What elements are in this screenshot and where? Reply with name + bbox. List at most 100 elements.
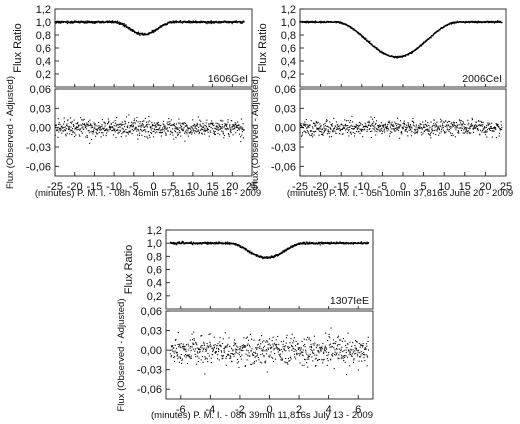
residual-point	[242, 346, 244, 348]
residual-point	[367, 124, 369, 127]
residual-point	[208, 346, 210, 348]
flux-point	[218, 22, 220, 24]
residual-point	[72, 131, 74, 133]
residual-point	[114, 128, 116, 130]
residual-point	[144, 136, 146, 138]
residual-point	[336, 348, 338, 350]
residual-point	[352, 351, 354, 353]
residual-point	[491, 130, 493, 132]
flux-point	[318, 242, 321, 244]
residual-point	[342, 351, 344, 353]
flux-point	[323, 20, 325, 23]
residual-point	[497, 124, 499, 126]
residual-point	[211, 354, 214, 356]
residual-point	[209, 130, 211, 132]
residual-point	[287, 363, 289, 365]
residual-point	[103, 128, 105, 130]
residual-point	[335, 341, 337, 343]
residual-point	[214, 351, 216, 353]
flux-point	[205, 242, 208, 244]
residual-point	[422, 124, 424, 126]
residual-point	[492, 130, 494, 132]
residual-point	[375, 128, 377, 130]
residual-point	[337, 124, 339, 126]
residual-point	[315, 130, 317, 133]
flux-point	[443, 26, 445, 28]
residual-point	[192, 119, 194, 121]
residual-point	[96, 133, 98, 135]
flux-point	[267, 256, 270, 258]
residual-point	[69, 130, 71, 132]
residual-point	[192, 342, 194, 344]
residual-point	[274, 344, 277, 346]
residual-point	[350, 348, 352, 350]
residual-point	[56, 129, 58, 131]
residual-point	[315, 347, 317, 349]
residual-point	[68, 127, 70, 129]
flux-point	[416, 47, 418, 49]
residual-point	[135, 120, 138, 122]
residual-point	[63, 123, 65, 125]
residual-point	[113, 125, 115, 127]
residual-point	[428, 128, 430, 130]
residual-point	[241, 354, 243, 356]
residual-point	[397, 117, 399, 119]
residual-point	[78, 134, 80, 136]
residual-point	[173, 123, 175, 125]
flux-point	[493, 21, 495, 23]
residual-point	[79, 129, 81, 131]
residual-point	[87, 125, 89, 127]
residual-point	[177, 344, 179, 346]
flux-point	[201, 243, 203, 245]
residual-point	[243, 344, 245, 346]
flux-point	[352, 243, 354, 245]
flux-point	[125, 24, 127, 26]
residual-point	[209, 341, 211, 343]
residual-point	[105, 129, 107, 131]
residual-point	[353, 135, 356, 137]
residual-point	[371, 130, 373, 132]
residual-point	[172, 134, 174, 136]
flux-point	[432, 34, 434, 36]
flux-point	[195, 22, 197, 24]
flux-point	[307, 242, 310, 244]
residual-point	[242, 346, 244, 348]
residual-point	[170, 124, 172, 127]
residual-point	[236, 345, 238, 347]
residual-point	[202, 350, 204, 352]
residual-point	[174, 127, 176, 129]
residual-point	[463, 132, 465, 134]
residual-point	[116, 129, 119, 131]
residual-point	[349, 126, 351, 128]
residual-point	[361, 130, 363, 132]
residual-point	[247, 354, 249, 356]
flux-point	[218, 242, 220, 245]
residual-point	[317, 127, 320, 129]
residual-point	[320, 125, 322, 127]
residual-point	[308, 126, 310, 128]
residual-point	[438, 129, 441, 131]
residual-point	[160, 135, 162, 137]
residual-point	[73, 136, 76, 138]
residual-point	[330, 346, 332, 348]
residual-point	[184, 125, 186, 127]
flux-point	[361, 242, 363, 244]
residual-point	[70, 121, 72, 123]
residual-point	[64, 129, 66, 131]
residual-point	[426, 129, 428, 131]
residual-point	[58, 122, 60, 124]
residual-point	[281, 357, 283, 359]
residual-point	[197, 124, 199, 126]
residual-point	[224, 332, 226, 334]
residual-point	[314, 123, 316, 125]
residual-point	[238, 133, 241, 135]
residual-point	[488, 127, 490, 129]
residual-point	[74, 132, 76, 134]
residual-point	[225, 129, 227, 131]
residual-point	[464, 123, 466, 126]
residual-point	[482, 123, 484, 126]
residual-point	[109, 126, 111, 128]
residual-point	[237, 124, 239, 127]
residual-point	[442, 129, 445, 131]
residual-point	[429, 126, 431, 128]
